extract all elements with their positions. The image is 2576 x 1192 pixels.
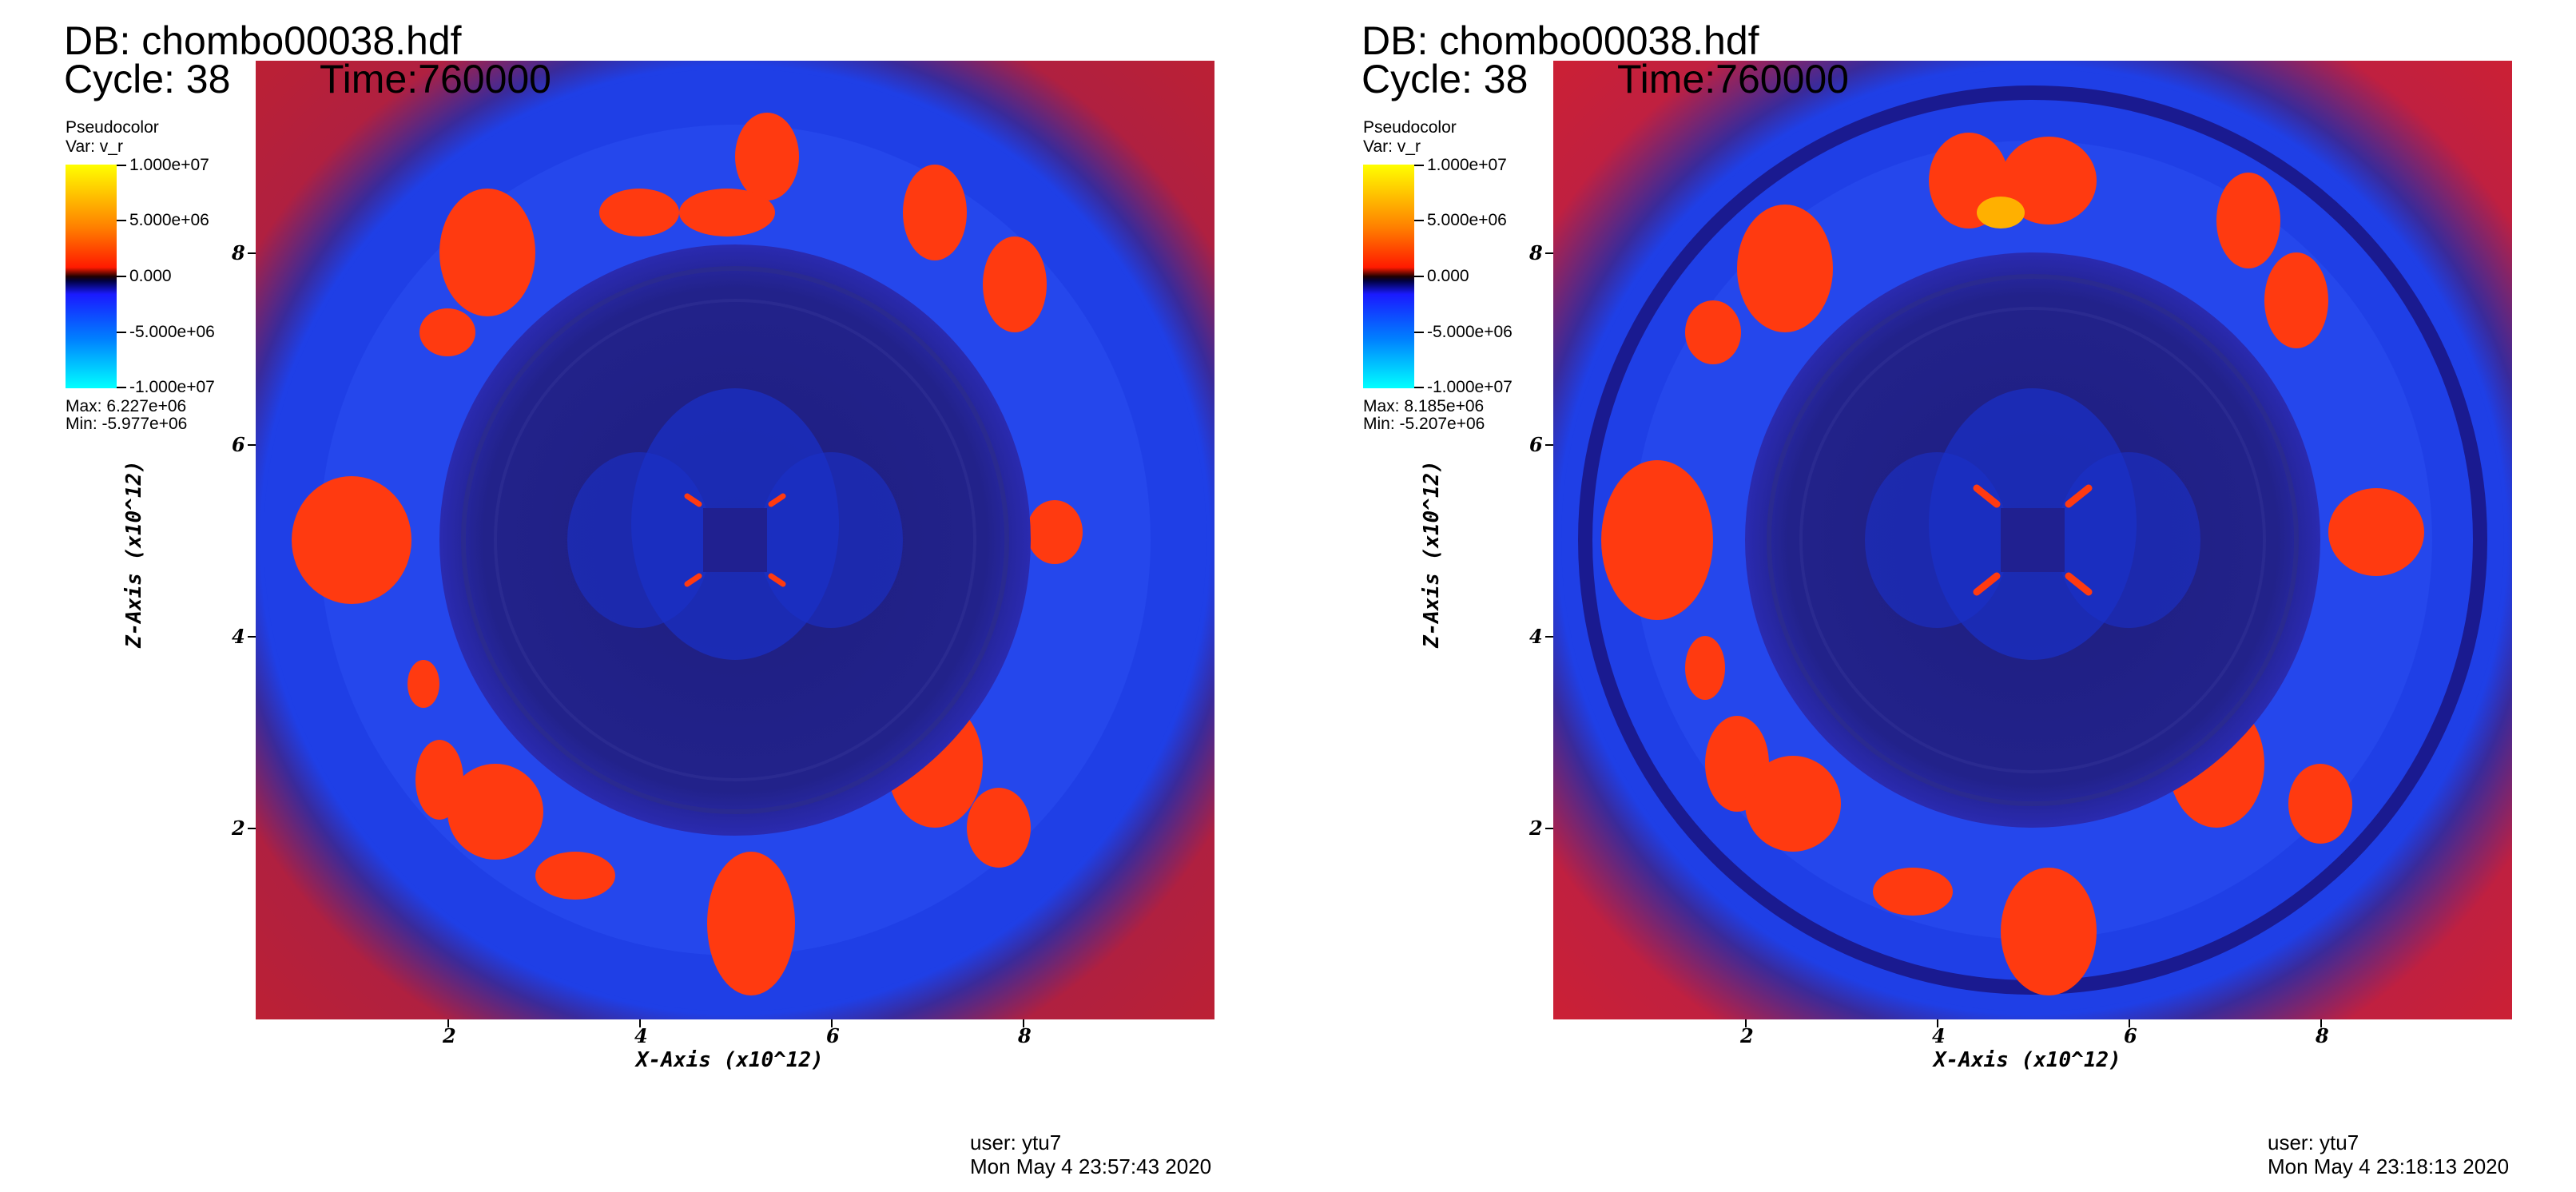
- user-label: user: ytu7: [970, 1130, 1062, 1154]
- colorbar-tick-label: -5.000e+06: [1427, 323, 1513, 341]
- colorbar-tick: [1414, 276, 1424, 277]
- visit-window-right: DB: chombo00038.hdf Cycle: 38 Time:76000…: [1298, 0, 2576, 1192]
- legend-plot-type: Pseudocolor: [66, 118, 159, 137]
- legend-min: Min: -5.207e+06: [1363, 415, 1485, 433]
- x-tick-label: 6: [2124, 1024, 2137, 1047]
- y-tick-label: 2: [1529, 817, 1543, 840]
- colorbar-tick: [1414, 387, 1424, 388]
- x-axis-title: X-Axis (x10^12): [1934, 1048, 2121, 1072]
- colorbar-tick: [117, 276, 126, 277]
- user-label: user: ytu7: [2268, 1130, 2359, 1154]
- time-label: Time:760000: [320, 57, 551, 101]
- database-title: DB: chombo00038.hdf: [1362, 18, 1759, 63]
- colorbar-tick: [1414, 332, 1424, 333]
- x-tick-mark: [831, 1019, 833, 1027]
- time-label: Time:760000: [1617, 57, 1849, 101]
- colorbar-tick: [1414, 165, 1424, 166]
- colorbar: [1363, 165, 1414, 388]
- legend-min: Min: -5.977e+06: [66, 415, 188, 433]
- y-tick-mark: [248, 636, 256, 638]
- x-tick-label: 4: [634, 1024, 648, 1047]
- y-tick-label: 4: [232, 625, 245, 648]
- x-tick-mark: [1023, 1019, 1024, 1027]
- cycle-label: Cycle: 38: [1362, 57, 1529, 101]
- date-label: Mon May 4 23:18:13 2020: [2268, 1154, 2510, 1178]
- cycle-label: Cycle: 38: [64, 57, 231, 101]
- y-tick-mark: [248, 828, 256, 829]
- colorbar-tick: [117, 165, 126, 166]
- colorbar-tick: [1414, 220, 1424, 221]
- legend-max: Max: 6.227e+06: [66, 397, 187, 415]
- colorbar-tick-label: 5.000e+06: [1427, 211, 1507, 229]
- colorbar-tick: [117, 387, 126, 388]
- colorbar-tick-label: 1.000e+07: [129, 156, 209, 174]
- y-tick-mark: [1545, 828, 1553, 829]
- y-tick-label: 6: [232, 433, 245, 456]
- colorbar-tick-label: 0.000: [1427, 267, 1469, 285]
- legend-variable: Var: v_r: [1363, 137, 1421, 156]
- x-tick-mark: [639, 1019, 641, 1027]
- x-tick-label: 4: [1932, 1024, 1946, 1047]
- y-axis-title: Z-Axis (x10^12): [1420, 460, 1444, 648]
- colorbar-tick-label: -1.000e+07: [129, 378, 215, 396]
- y-tick-mark: [248, 252, 256, 254]
- legend-plot-type: Pseudocolor: [1363, 118, 1457, 137]
- colorbar-tick-label: 0.000: [129, 267, 172, 285]
- pseudocolor-plot[interactable]: [256, 61, 1214, 1019]
- x-tick-mark: [447, 1019, 449, 1027]
- x-tick-mark: [2320, 1019, 2322, 1027]
- y-tick-mark: [248, 444, 256, 446]
- y-tick-label: 4: [1529, 625, 1543, 648]
- legend-max: Max: 8.185e+06: [1363, 397, 1485, 415]
- date-label: Mon May 4 23:57:43 2020: [970, 1154, 1212, 1178]
- x-tick-label: 2: [443, 1024, 456, 1047]
- x-tick-mark: [1745, 1019, 1747, 1027]
- x-tick-label: 8: [2316, 1024, 2329, 1047]
- velocity-field-image: [1553, 61, 2512, 1019]
- x-tick-label: 8: [1018, 1024, 1032, 1047]
- velocity-field-image: [256, 61, 1214, 1019]
- colorbar-tick-label: 5.000e+06: [129, 211, 209, 229]
- y-tick-mark: [1545, 444, 1553, 446]
- colorbar-tick-label: -5.000e+06: [129, 323, 215, 341]
- y-axis-title: Z-Axis (x10^12): [122, 460, 146, 648]
- database-title: DB: chombo00038.hdf: [64, 18, 462, 63]
- colorbar-tick: [117, 220, 126, 221]
- x-axis-title: X-Axis (x10^12): [636, 1048, 824, 1072]
- colorbar-tick-label: -1.000e+07: [1427, 378, 1513, 396]
- y-tick-label: 8: [1529, 241, 1543, 264]
- y-tick-mark: [1545, 252, 1553, 254]
- colorbar-tick: [117, 332, 126, 333]
- colorbar: [66, 165, 117, 388]
- x-tick-mark: [1937, 1019, 1938, 1027]
- x-tick-label: 6: [826, 1024, 840, 1047]
- y-tick-label: 8: [232, 241, 245, 264]
- x-tick-label: 2: [1740, 1024, 1754, 1047]
- y-tick-label: 6: [1529, 433, 1543, 456]
- visit-window-left: DB: chombo00038.hdf Cycle: 38 Time:76000…: [0, 0, 1278, 1192]
- y-tick-mark: [1545, 636, 1553, 638]
- colorbar-tick-label: 1.000e+07: [1427, 156, 1507, 174]
- x-tick-mark: [2129, 1019, 2130, 1027]
- y-tick-label: 2: [232, 817, 245, 840]
- legend-variable: Var: v_r: [66, 137, 123, 156]
- pseudocolor-plot[interactable]: [1553, 61, 2512, 1019]
